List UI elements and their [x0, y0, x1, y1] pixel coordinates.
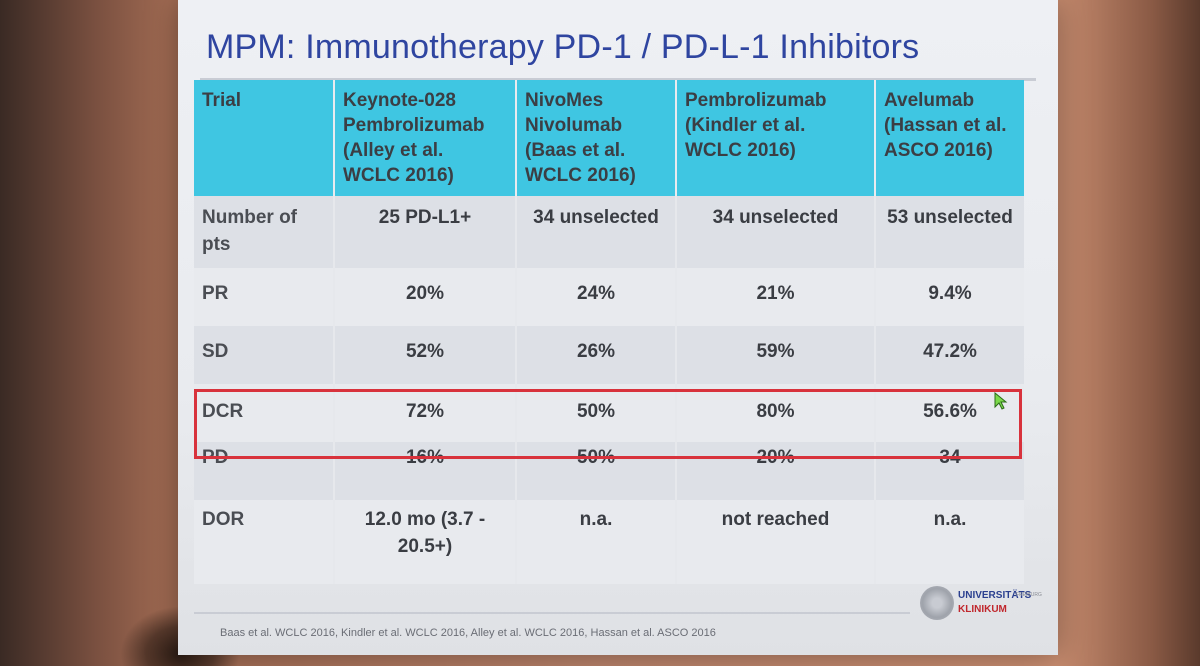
- table-cell: 50%: [516, 442, 677, 500]
- table-cell: not reached: [676, 500, 876, 584]
- table-cell: 20%: [334, 268, 517, 326]
- row-label-number-of-pts: Number of pts: [194, 196, 335, 268]
- table-cell: 56.6%: [875, 384, 1024, 442]
- table-cell: 26%: [516, 326, 677, 384]
- table-cell: 16%: [334, 442, 517, 500]
- table-cell: 59%: [676, 326, 876, 384]
- table-cell: 25 PD-L1+: [334, 196, 517, 268]
- table-cell: 53 unselected: [875, 196, 1024, 268]
- table-row: DCR 72% 50% 80% 56.6%: [194, 384, 1024, 442]
- header-pembrolizumab: Pembrolizumab (Kindler et al. WCLC 2016): [676, 80, 876, 196]
- header-nivomes: NivoMes Nivolumab (Baas et al. WCLC 2016…: [516, 80, 677, 196]
- table-cell: 34: [875, 442, 1024, 500]
- header-trial: Trial: [194, 80, 335, 196]
- references-footnote: Baas et al. WCLC 2016, Kindler et al. WC…: [220, 627, 716, 639]
- table-cell: 47.2%: [875, 326, 1024, 384]
- seal-icon: [920, 586, 954, 620]
- table-cell: 52%: [334, 326, 517, 384]
- row-label-pd: PD: [194, 442, 335, 500]
- header-avelumab: Avelumab (Hassan et al. ASCO 2016): [875, 80, 1024, 196]
- university-logo: UNIVERSITÄTS KLINIKUM FREIBURG: [920, 584, 1042, 624]
- table-cell: 21%: [676, 268, 876, 326]
- presentation-slide: MPM: Immunotherapy PD-1 / PD-L-1 Inhibit…: [178, 0, 1058, 655]
- row-label-sd: SD: [194, 326, 335, 384]
- mouse-pointer-icon: [994, 392, 1008, 410]
- table-cell: 34 unselected: [676, 196, 876, 268]
- footer-divider: [194, 612, 910, 614]
- table-cell: n.a.: [516, 500, 677, 584]
- table-cell: 9.4%: [875, 268, 1024, 326]
- table-cell: 50%: [516, 384, 677, 442]
- table-row: DOR 12.0 mo (3.7 - 20.5+) n.a. not reach…: [194, 500, 1024, 584]
- slide-title: MPM: Immunotherapy PD-1 / PD-L-1 Inhibit…: [206, 28, 920, 66]
- table-cell: 80%: [676, 384, 876, 442]
- row-label-pr: PR: [194, 268, 335, 326]
- table-cell: 72%: [334, 384, 517, 442]
- row-label-dcr: DCR: [194, 384, 335, 442]
- table-row: Number of pts 25 PD-L1+ 34 unselected 34…: [194, 196, 1024, 268]
- table-row: PD 16% 50% 20% 34: [194, 442, 1024, 500]
- table-row: PR 20% 24% 21% 9.4%: [194, 268, 1024, 326]
- row-label-dor: DOR: [194, 500, 335, 584]
- table-cell: n.a.: [875, 500, 1024, 584]
- table-cell: 24%: [516, 268, 677, 326]
- table-cell: 34 unselected: [516, 196, 677, 268]
- header-keynote-028: Keynote-028 Pembrolizumab (Alley et al. …: [334, 80, 517, 196]
- logo-subtext: FREIBURG: [1016, 592, 1042, 598]
- trial-results-table: Trial Keynote-028 Pembrolizumab (Alley e…: [194, 80, 1024, 584]
- title-divider: [200, 78, 1036, 81]
- table-row: SD 52% 26% 59% 47.2%: [194, 326, 1024, 384]
- logo-text-line1: UNIVERSITÄTS: [958, 590, 1032, 601]
- table-cell: 20%: [676, 442, 876, 500]
- logo-text-line2: KLINIKUM: [958, 604, 1007, 615]
- table-header-row: Trial Keynote-028 Pembrolizumab (Alley e…: [194, 80, 1024, 196]
- table-cell: 12.0 mo (3.7 - 20.5+): [334, 500, 517, 584]
